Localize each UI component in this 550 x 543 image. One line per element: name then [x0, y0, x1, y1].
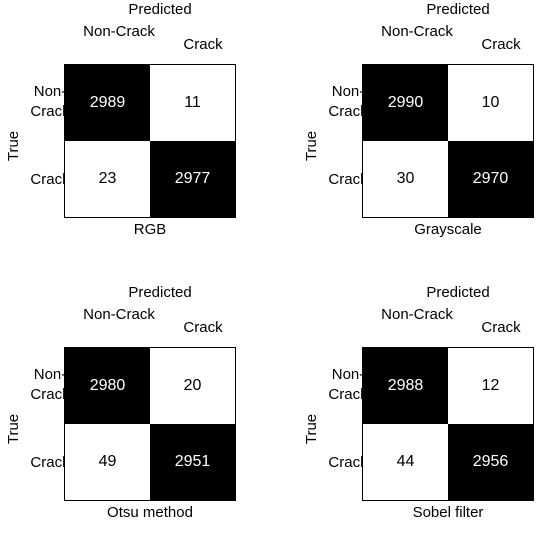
row-label: Crack — [30, 171, 70, 188]
x-axis-title: Predicted — [128, 284, 192, 301]
matrix-cell: 44 — [363, 424, 448, 500]
confusion-matrix-panel: Predicted Non-Crack Crack Non-Crack Crack Tru… — [298, 283, 550, 543]
matrix-cell: 2951 — [150, 424, 235, 500]
y-axis-title: True — [303, 130, 320, 162]
column-label: Crack — [481, 319, 521, 336]
matrix-grid: 2980 20 49 2951 — [64, 347, 236, 501]
column-label: Non-Crack — [83, 306, 155, 323]
matrix-cell: 20 — [150, 348, 235, 424]
column-label: Crack — [183, 319, 223, 336]
confusion-matrix-panel: Predicted Non-Crack Crack Non-Crack Crack Tru… — [0, 0, 275, 260]
chart-title: Otsu method — [107, 504, 193, 521]
row-label: Non-Crack — [328, 366, 368, 403]
x-axis-title: Predicted — [128, 1, 192, 18]
x-axis-title: Predicted — [426, 284, 490, 301]
chart-title: Grayscale — [414, 221, 482, 238]
confusion-matrix-figure: Predicted Non-Crack Crack Non-Crack Crack Tru… — [0, 0, 550, 521]
matrix-cell: 2956 — [448, 424, 533, 500]
column-label: Non-Crack — [83, 23, 155, 40]
column-label: Non-Crack — [381, 306, 453, 323]
matrix-cell: 23 — [65, 141, 150, 217]
matrix-cell: 30 — [363, 141, 448, 217]
row-label: Crack — [328, 171, 368, 188]
column-label: Crack — [481, 36, 521, 53]
matrix-cell: 2980 — [65, 348, 150, 424]
matrix-cell: 2970 — [448, 141, 533, 217]
chart-title: RGB — [133, 221, 167, 238]
matrix-cell: 2977 — [150, 141, 235, 217]
matrix-cell: 11 — [150, 65, 235, 141]
y-axis-title: True — [5, 130, 22, 162]
matrix-cell: 2990 — [363, 65, 448, 141]
matrix-cell: 49 — [65, 424, 150, 500]
y-axis-title: True — [5, 413, 22, 445]
matrix-grid: 2989 11 23 2977 — [64, 64, 236, 218]
x-axis-title: Predicted — [426, 1, 490, 18]
row-label: Non-Crack — [30, 366, 70, 403]
matrix-grid: 2990 10 30 2970 — [362, 64, 534, 218]
row-label: Crack — [328, 454, 368, 471]
column-label: Crack — [183, 36, 223, 53]
matrix-cell: 10 — [448, 65, 533, 141]
matrix-cell: 2988 — [363, 348, 448, 424]
confusion-matrix-panel: Predicted Non-Crack Crack Non-Crack Crack Tru… — [0, 283, 275, 543]
chart-title: Sobel filter — [412, 504, 484, 521]
matrix-cell: 2989 — [65, 65, 150, 141]
row-label: Non-Crack — [328, 83, 368, 120]
row-label: Non-Crack — [30, 83, 70, 120]
matrix-cell: 12 — [448, 348, 533, 424]
row-label: Crack — [30, 454, 70, 471]
column-label: Non-Crack — [381, 23, 453, 40]
confusion-matrix-panel: Predicted Non-Crack Crack Non-Crack Crack Tru… — [298, 0, 550, 260]
y-axis-title: True — [303, 413, 320, 445]
matrix-grid: 2988 12 44 2956 — [362, 347, 534, 501]
